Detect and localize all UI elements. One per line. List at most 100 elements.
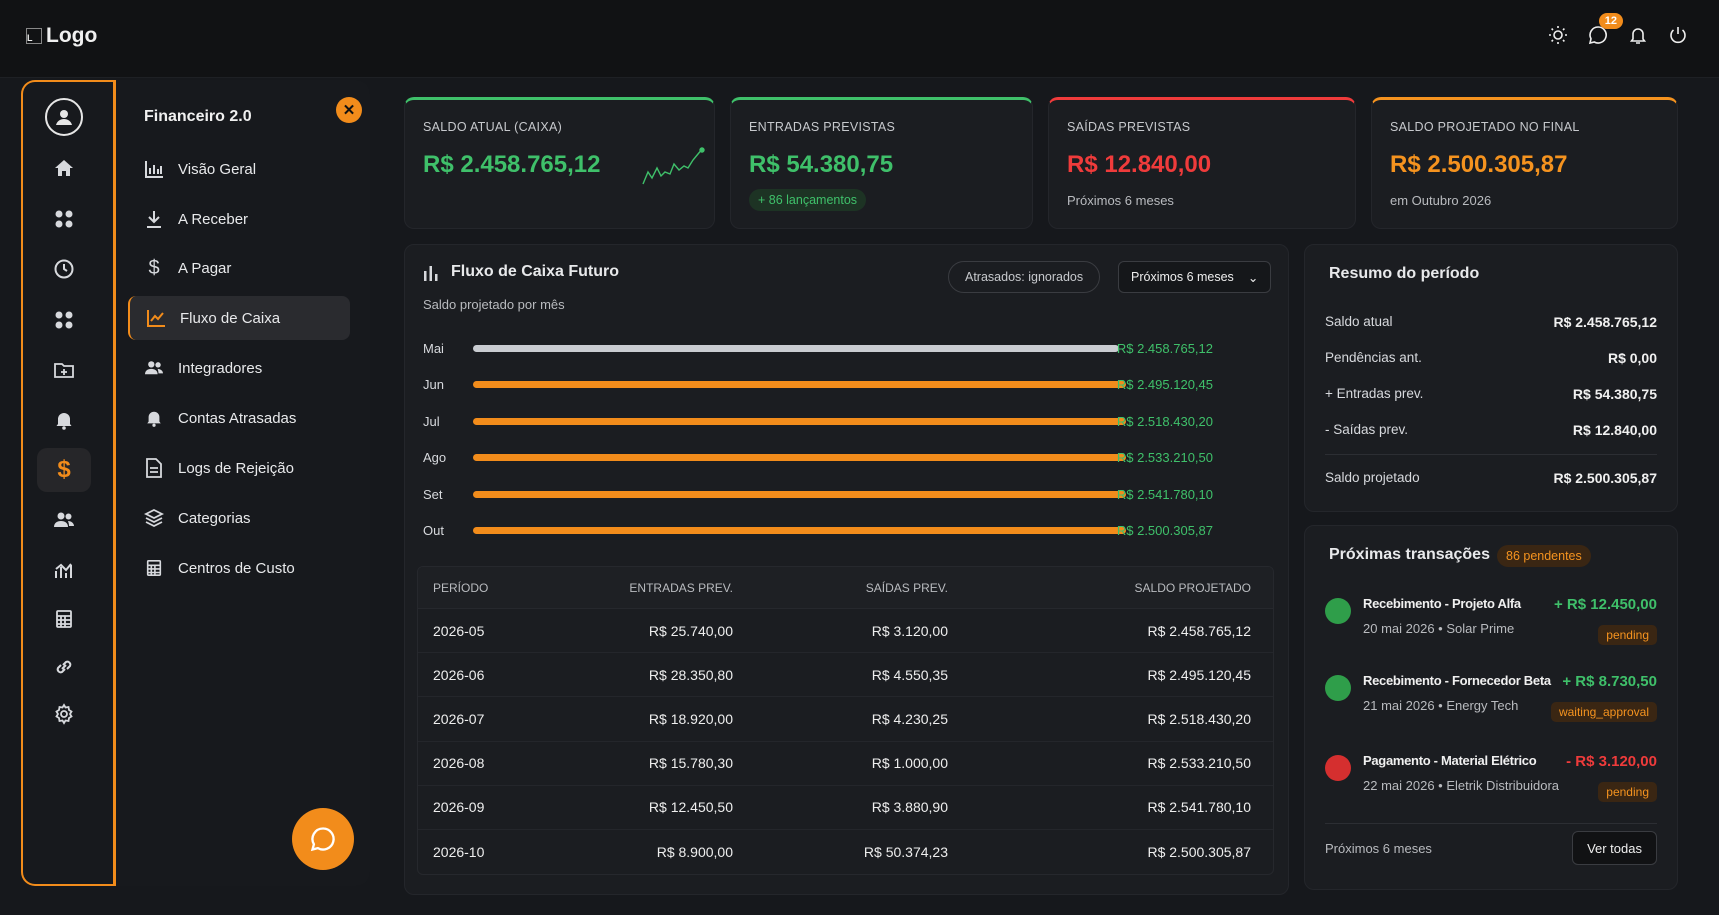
folder-add-icon[interactable] [37,348,91,392]
chat-button[interactable] [292,808,354,870]
bar-month-label: Jun [423,377,444,393]
kpi-entradas-previstas: ENTRADAS PREVISTAS R$ 54.380,75 + 86 lan… [730,97,1033,229]
transaction-title: Recebimento - Fornecedor Beta [1363,673,1551,688]
bar-row: Jul R$ 2.518.430,20 [423,403,1213,440]
kpi-label: SALDO PROJETADO NO FINAL [1390,120,1580,134]
cell-entradas: R$ 28.350,80 [648,666,733,683]
view-all-button[interactable]: Ver todas [1572,831,1657,865]
bar-chart-icon [144,159,164,179]
flow-subtitle: Saldo projetado por mês [423,297,565,312]
transaction-item[interactable]: Recebimento - Projeto Alfa 20 mai 2026 •… [1325,596,1657,656]
grid-icon[interactable] [37,197,91,241]
status-dot [1325,675,1351,701]
bar-track [473,490,1126,498]
kpi-label: ENTRADAS PREVISTAS [749,120,896,134]
menu-item-contas-atrasadas[interactable]: Contas Atrasadas [128,396,350,440]
summary-total-row: Saldo projetado R$ 2.500.305,87 [1325,470,1657,486]
bar-fill [473,417,1126,425]
chevron-down-icon: ⌄ [1247,270,1259,285]
summary-row: Pendências ant. R$ 0,00 [1325,350,1657,366]
table-row: 2026-10 R$ 8.900,00 R$ 50.374,23 R$ 2.500.3… [418,830,1273,874]
bar-value-label: R$ 2.541.780,10 [1116,486,1213,502]
summary-value: R$ 54.380,75 [1572,386,1657,402]
menu-label: Visão Geral [178,160,257,178]
transaction-title: Pagamento - Material Elétrico [1363,753,1537,768]
menu-item-a-receber[interactable]: A Receber [128,197,350,241]
bar-row: Mai R$ 2.458.765,12 [423,330,1213,367]
logo[interactable]: L Logo [26,24,97,48]
messages-badge: 12 [1598,13,1623,29]
menu-item-categorias[interactable]: Categorias [128,496,350,540]
cell-entradas: R$ 12.450,50 [648,799,733,816]
cell-periodo: 2026-10 [433,844,485,861]
transaction-amount: - R$ 3.120,00 [1566,753,1657,770]
cell-periodo: 2026-06 [433,666,485,683]
chip-label: Atrasados: ignorados [965,270,1084,284]
cashflow-table: PERÍODO ENTRADAS PREV. SAÍDAS PREV. SALD… [417,566,1274,876]
table-row: 2026-07 R$ 18.920,00 R$ 4.230,25 R$ 2.518.4… [418,697,1273,742]
link-icon[interactable] [37,645,91,689]
status-dot [1325,755,1351,781]
bar-row: Jun R$ 2.495.120,45 [423,367,1213,404]
cell-saldo: R$ 2.500.305,87 [1147,844,1251,861]
summary-value: R$ 2.458.765,12 [1553,314,1657,330]
transaction-detail: 22 mai 2026 • Eletrik Distribuidora [1363,778,1560,793]
messages-icon[interactable]: 12 [1587,13,1623,46]
menu-item-integradores[interactable]: Integradores [128,346,350,390]
cell-entradas: R$ 15.780,30 [648,755,733,772]
bar-value-label: R$ 2.500.305,87 [1116,523,1213,539]
home-icon[interactable] [37,146,91,190]
menu-label: Integradores [178,359,263,377]
line-chart-icon [146,308,166,328]
financeiro-menu: Financeiro 2.0 ✕ Visão Geral A Receber $… [116,80,370,886]
transaction-item[interactable]: Pagamento - Material Elétrico 22 mai 202… [1325,753,1657,813]
bar-value-label: R$ 2.518.430,20 [1116,413,1213,429]
bar-fill [473,527,1126,535]
clock-icon[interactable] [37,247,91,291]
status-badge: pending [1598,625,1657,645]
menu-label: Logs de Rejeição [178,459,294,477]
pending-badge: 86 pendentes [1497,545,1591,567]
power-icon[interactable] [1667,24,1689,46]
broken-image-icon: L [26,28,42,44]
menu-item-fluxo-de-caixa[interactable]: Fluxo de Caixa [128,296,350,340]
transaction-item[interactable]: Recebimento - Fornecedor Beta 21 mai 202… [1325,673,1657,733]
cell-saidas: R$ 3.120,00 [871,622,948,639]
bar-track [473,381,1126,389]
late-filter-chip[interactable]: Atrasados: ignorados [948,261,1101,293]
transaction-detail: 21 mai 2026 • Energy Tech [1363,698,1519,713]
theme-toggle-sun-icon[interactable] [1547,24,1569,46]
dollar-icon: $ [148,256,160,279]
summary-label: + Entradas prev. [1325,386,1424,401]
cell-periodo: 2026-09 [433,799,485,816]
bell-icon[interactable] [37,398,91,442]
apps-icon[interactable] [37,298,91,342]
close-menu-button[interactable]: ✕ [336,97,362,123]
bar-track [473,417,1126,425]
chart-icon[interactable] [37,548,91,592]
bar-month-label: Mai [423,340,444,356]
user-avatar-icon[interactable] [37,95,91,139]
download-icon [144,209,164,229]
bell-icon[interactable] [1627,24,1649,46]
settings-gear-icon[interactable] [37,692,91,736]
menu-item-a-pagar[interactable]: $ A Pagar [128,246,350,290]
kpi-value: R$ 2.500.305,87 [1390,151,1568,178]
transaction-amount: + R$ 8.730,50 [1562,673,1657,690]
cell-entradas: R$ 8.900,00 [656,844,733,861]
period-select[interactable]: Próximos 6 meses ⌄ [1118,261,1272,293]
bar-month-label: Ago [423,450,447,466]
users-icon[interactable] [37,498,91,542]
summary-row: Saldo atual R$ 2.458.765,12 [1325,314,1657,330]
cell-periodo: 2026-05 [433,622,485,639]
menu-item-centros-de-custo[interactable]: Centros de Custo [128,546,350,590]
transaction-amount: + R$ 12.450,00 [1553,596,1657,613]
menu-label: Centros de Custo [178,559,295,577]
menu-item-logs-de-rejeicao[interactable]: Logs de Rejeição [128,446,350,490]
menu-item-visao-geral[interactable]: Visão Geral [128,147,350,191]
calculator-icon[interactable] [37,597,91,641]
dollar-icon[interactable]: $ [37,448,91,492]
layers-icon [144,508,164,528]
bar-chart-icon [423,265,439,286]
menu-label: Contas Atrasadas [178,409,297,427]
